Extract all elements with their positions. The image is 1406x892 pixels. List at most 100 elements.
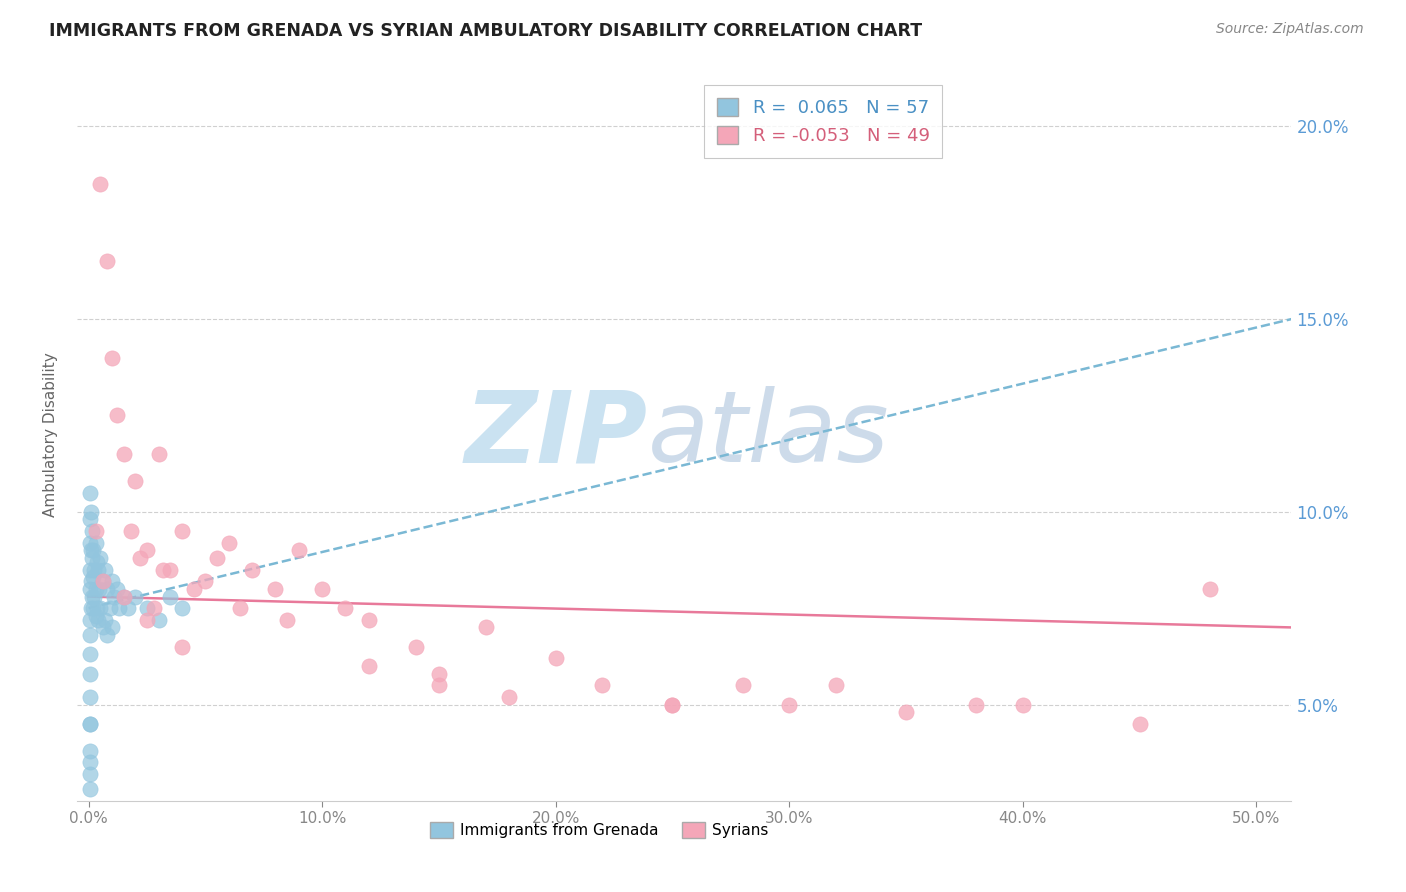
Point xyxy=(80,601,103,615)
Point xyxy=(86,601,108,615)
Point xyxy=(84,608,107,623)
Point xyxy=(86,555,108,569)
Point xyxy=(80,505,103,519)
Point xyxy=(79,782,101,797)
Point xyxy=(311,582,333,596)
Point xyxy=(80,551,103,566)
Point xyxy=(82,601,104,615)
Point xyxy=(98,601,121,615)
Point xyxy=(96,254,118,268)
Point xyxy=(89,601,111,615)
Text: atlas: atlas xyxy=(648,386,890,483)
Point xyxy=(152,563,174,577)
Point xyxy=(79,535,101,549)
Point xyxy=(80,590,103,604)
Point xyxy=(778,698,800,712)
Point xyxy=(136,601,159,615)
Point xyxy=(194,574,217,589)
Point xyxy=(79,563,101,577)
Point xyxy=(112,447,135,461)
Point xyxy=(105,409,128,423)
Point xyxy=(84,535,107,549)
Point xyxy=(129,551,152,566)
Point xyxy=(894,705,917,719)
Point xyxy=(87,613,110,627)
Point xyxy=(87,563,110,577)
Point xyxy=(101,351,124,365)
Point xyxy=(427,678,450,692)
Point xyxy=(80,543,103,558)
Point xyxy=(103,590,125,604)
Point xyxy=(124,474,146,488)
Point xyxy=(661,698,683,712)
Point xyxy=(591,678,613,692)
Point xyxy=(1198,582,1220,596)
Point xyxy=(87,582,110,596)
Point xyxy=(79,690,101,704)
Point xyxy=(276,613,298,627)
Point xyxy=(474,620,496,634)
Point xyxy=(731,678,754,692)
Point xyxy=(83,590,105,604)
Point xyxy=(136,613,159,627)
Point xyxy=(159,563,181,577)
Point xyxy=(79,613,101,627)
Point xyxy=(229,601,252,615)
Point xyxy=(498,690,520,704)
Point xyxy=(287,543,309,558)
Point xyxy=(148,613,170,627)
Point xyxy=(218,535,240,549)
Point xyxy=(117,601,139,615)
Point xyxy=(101,574,124,589)
Point xyxy=(205,551,228,566)
Point xyxy=(91,574,114,589)
Point xyxy=(427,666,450,681)
Point xyxy=(661,698,683,712)
Point xyxy=(79,485,101,500)
Legend: Immigrants from Grenada, Syrians: Immigrants from Grenada, Syrians xyxy=(423,816,775,845)
Point xyxy=(79,628,101,642)
Point xyxy=(80,524,103,538)
Point xyxy=(120,524,142,538)
Point xyxy=(357,659,380,673)
Point xyxy=(124,590,146,604)
Point xyxy=(170,601,193,615)
Point xyxy=(405,640,427,654)
Point xyxy=(84,524,107,538)
Point xyxy=(79,744,101,758)
Point xyxy=(94,613,117,627)
Point xyxy=(183,582,205,596)
Text: ZIP: ZIP xyxy=(465,386,648,483)
Text: Source: ZipAtlas.com: Source: ZipAtlas.com xyxy=(1216,22,1364,37)
Point xyxy=(136,543,159,558)
Point xyxy=(142,601,165,615)
Point xyxy=(544,651,567,665)
Point xyxy=(96,628,118,642)
Point xyxy=(91,620,114,634)
Point xyxy=(82,570,104,584)
Point xyxy=(1129,716,1152,731)
Point xyxy=(83,563,105,577)
Point xyxy=(79,582,101,596)
Point xyxy=(79,512,101,526)
Text: IMMIGRANTS FROM GRENADA VS SYRIAN AMBULATORY DISABILITY CORRELATION CHART: IMMIGRANTS FROM GRENADA VS SYRIAN AMBULA… xyxy=(49,22,922,40)
Point xyxy=(264,582,287,596)
Point xyxy=(965,698,987,712)
Point xyxy=(112,590,135,604)
Point xyxy=(84,582,107,596)
Point xyxy=(80,574,103,589)
Point xyxy=(108,601,131,615)
Point xyxy=(89,551,111,566)
Point xyxy=(170,640,193,654)
Point xyxy=(825,678,848,692)
Point xyxy=(335,601,357,615)
Point xyxy=(357,613,380,627)
Point xyxy=(159,590,181,604)
Point xyxy=(79,666,101,681)
Point xyxy=(79,648,101,662)
Point xyxy=(79,716,101,731)
Point xyxy=(89,177,111,191)
Point xyxy=(112,590,135,604)
Point xyxy=(94,563,117,577)
Point xyxy=(91,574,114,589)
